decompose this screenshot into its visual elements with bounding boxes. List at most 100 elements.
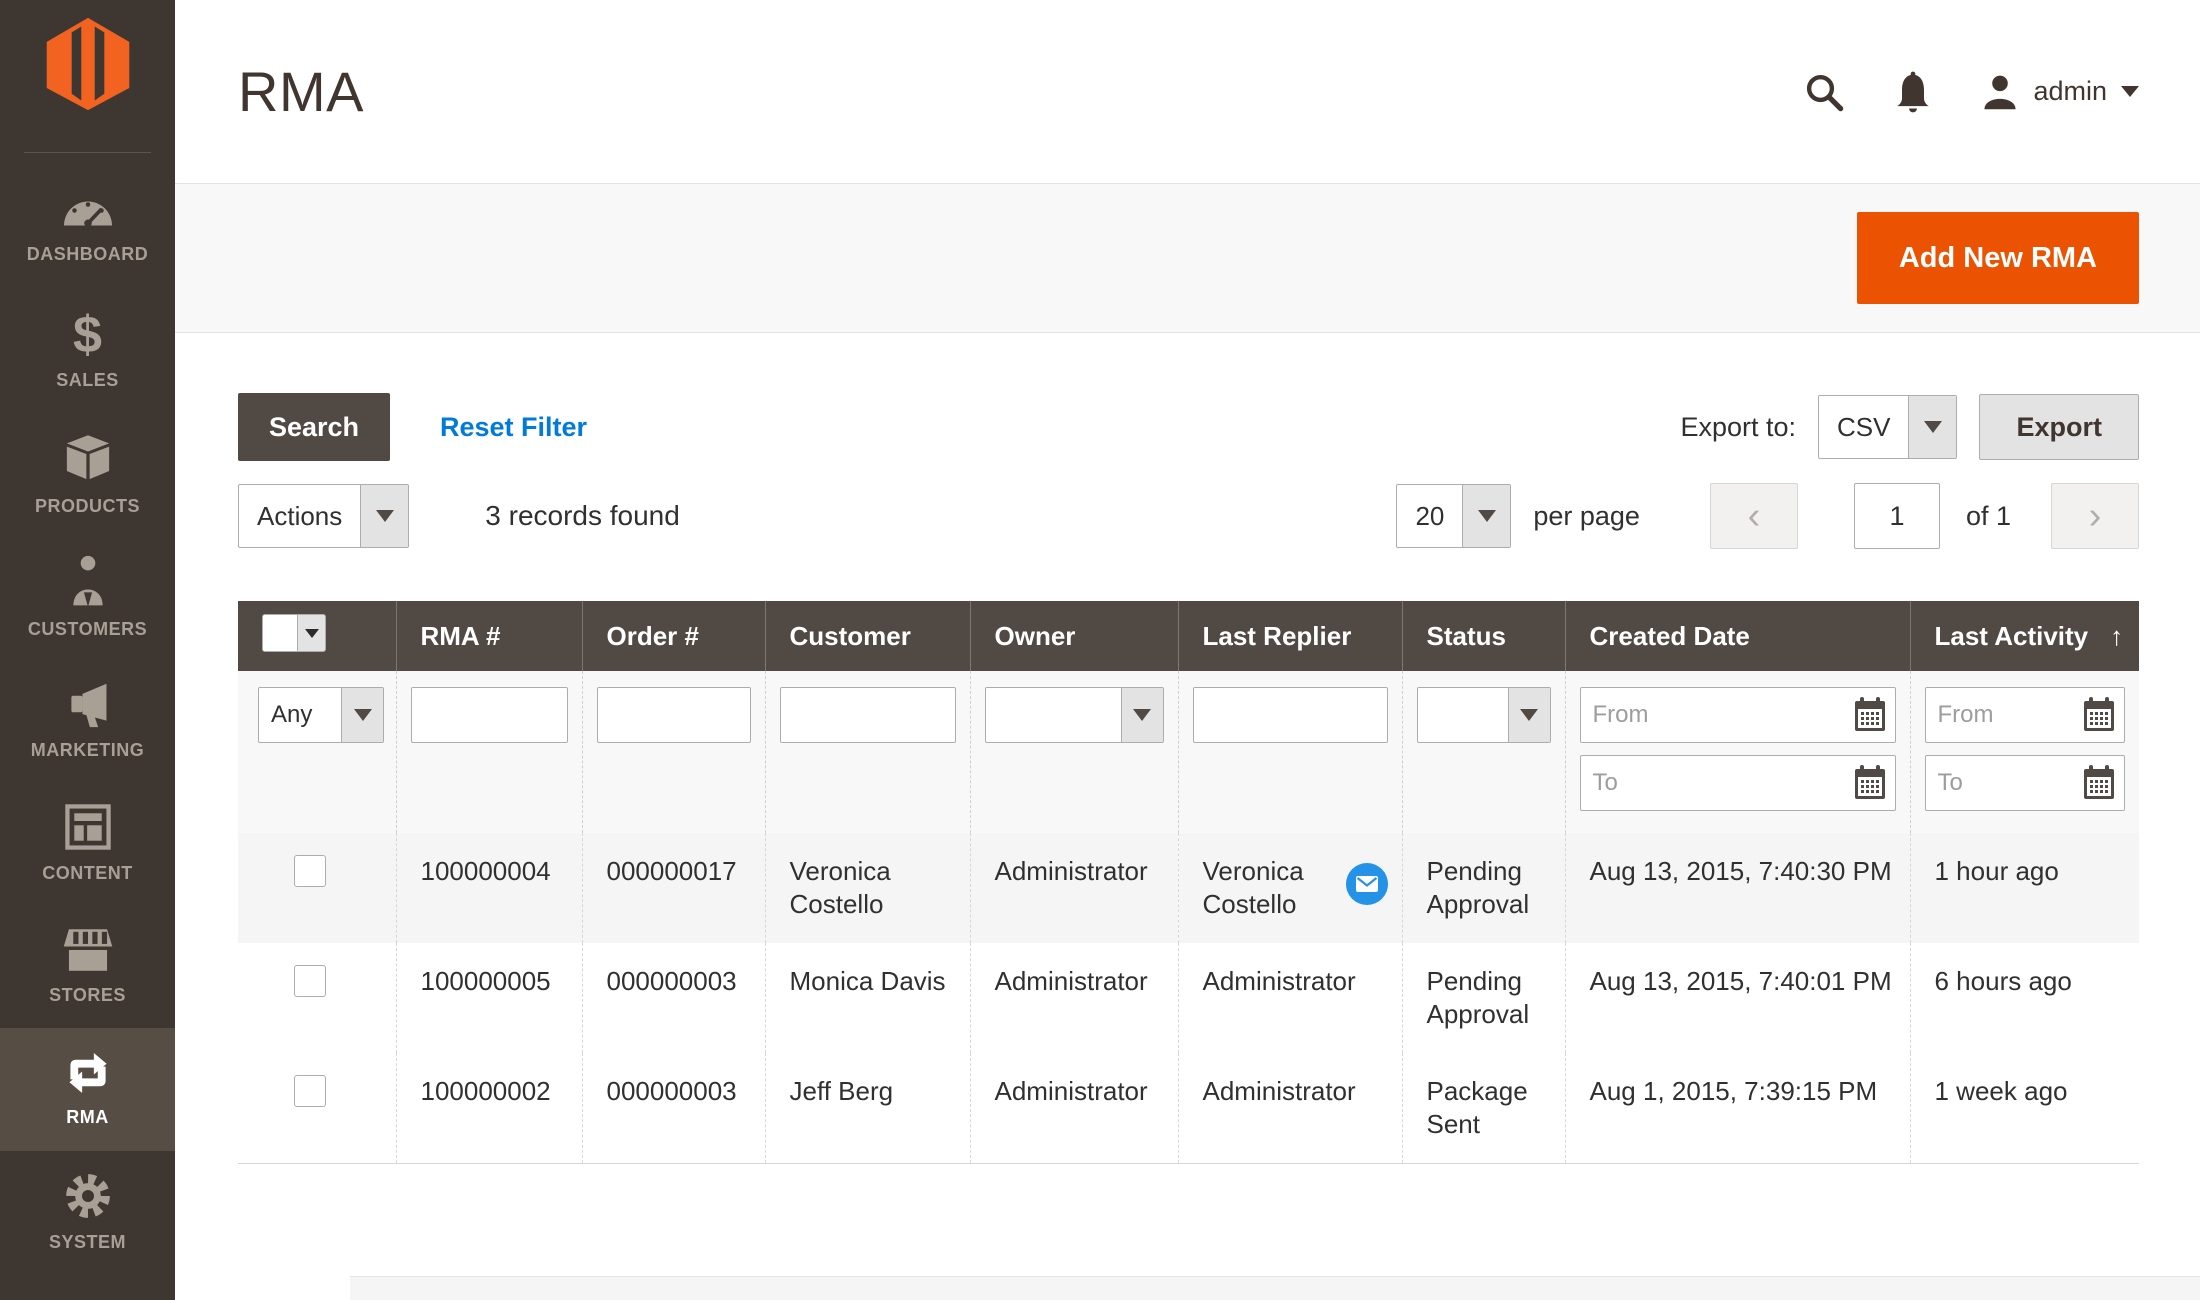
calendar-icon[interactable] (2082, 697, 2116, 738)
cell-last-replier: Veronica Costello (1177, 833, 1402, 943)
sidebar-menu: DASHBOARD $ SALES PRODUCTS (0, 0, 175, 1300)
column-header-owner[interactable]: Owner (969, 601, 1178, 671)
unread-message-icon (1345, 863, 1388, 905)
row-checkbox[interactable] (294, 965, 326, 997)
last-replier-name: Veronica Costello (1202, 856, 1304, 919)
grid-row-1[interactable]: 100000004 000000017 Veronica Costello Ad… (238, 833, 2139, 943)
sidebar-item-label: SYSTEM (48, 1232, 126, 1252)
per-page-label: per page (1533, 500, 1640, 531)
export-format-select[interactable]: CSV (1818, 395, 1958, 459)
per-page-select[interactable]: 20 (1396, 484, 1512, 548)
search-export-row: Search Reset Filter Export to: CSV Expor… (238, 393, 2139, 461)
sidebar-item-dashboard[interactable]: DASHBOARD (0, 167, 175, 290)
chevron-down-icon (1120, 688, 1163, 742)
previous-page-button[interactable]: ‹ (1709, 483, 1798, 549)
calendar-icon[interactable] (1853, 765, 1887, 806)
cell-last-activity: 1 week ago (1909, 1053, 2139, 1164)
box-icon (62, 432, 114, 484)
calendar-icon[interactable] (1853, 697, 1887, 738)
sidebar-item-marketing[interactable]: MARKETING (0, 659, 175, 782)
any-filter-select[interactable]: Any (258, 687, 384, 743)
notification-bell-icon[interactable] (1893, 70, 1933, 114)
export-to-label: Export to: (1680, 411, 1797, 442)
sidebar-item-stores[interactable]: STORES (0, 905, 175, 1028)
cell-last-replier: Administrator (1177, 1053, 1402, 1164)
megaphone-icon (63, 680, 113, 728)
sidebar-item-sales[interactable]: $ SALES (0, 290, 175, 413)
admin-account-menu[interactable]: admin (1981, 73, 2139, 111)
cell-created-date: Aug 13, 2015, 7:40:01 PM (1564, 943, 1910, 1053)
created-date-to-input[interactable] (1579, 755, 1896, 811)
cell-status: Package Sent (1401, 1053, 1565, 1164)
repeat-icon (62, 1051, 114, 1095)
actions-pagination-row: Actions 3 records found 20 per page ‹ of… (238, 483, 2139, 549)
add-new-rma-button[interactable]: Add New RMA (1856, 212, 2139, 304)
calendar-icon[interactable] (2082, 765, 2116, 806)
order-filter-input[interactable] (596, 687, 751, 743)
mass-actions-select[interactable]: Actions (238, 484, 410, 548)
sidebar-item-content[interactable]: CONTENT (0, 782, 175, 905)
export-button[interactable]: Export (1979, 394, 2139, 460)
cell-created-date: Aug 13, 2015, 7:40:30 PM (1564, 833, 1910, 943)
status-filter-select[interactable] (1416, 687, 1551, 743)
sidebar-item-customers[interactable]: CUSTOMERS (0, 536, 175, 659)
sidebar-item-system[interactable]: SYSTEM (0, 1151, 175, 1274)
magento-logo-icon (46, 17, 129, 111)
layout-icon (64, 803, 112, 851)
sidebar-item-label: CUSTOMERS (27, 619, 148, 639)
cell-owner: Administrator (969, 833, 1178, 943)
gear-icon (64, 1172, 112, 1220)
mass-actions-value: Actions (257, 500, 343, 531)
last-replier-filter-input[interactable] (1192, 687, 1388, 743)
cell-last-replier: Administrator (1177, 943, 1402, 1053)
rma-filter-input[interactable] (410, 687, 568, 743)
sidebar-item-label: RMA (66, 1107, 109, 1127)
page-actions-toolbar: Add New RMA (175, 184, 2200, 333)
page-number-input[interactable] (1853, 483, 1940, 549)
column-header-rma[interactable]: RMA # (395, 601, 582, 671)
cell-rma: 100000005 (395, 943, 582, 1053)
customer-filter-input[interactable] (779, 687, 956, 743)
chevron-down-icon (1507, 688, 1550, 742)
magento-logo[interactable] (0, 0, 175, 112)
grid-row-2[interactable]: 100000005 000000003 Monica Davis Adminis… (238, 943, 2139, 1053)
cell-customer: Monica Davis (764, 943, 970, 1053)
cell-order: 000000003 (581, 1053, 765, 1164)
chevron-down-icon (297, 615, 325, 651)
page-footer (350, 1276, 2200, 1300)
reset-filter-link[interactable]: Reset Filter (440, 411, 588, 442)
column-header-created-date[interactable]: Created Date (1564, 601, 1910, 671)
created-date-from-input[interactable] (1579, 687, 1896, 743)
sidebar-item-products[interactable]: PRODUCTS (0, 413, 175, 536)
storefront-icon (62, 927, 114, 973)
row-checkbox[interactable] (294, 1075, 326, 1107)
cell-rma: 100000002 (395, 1053, 582, 1164)
sidebar-item-label: PRODUCTS (34, 496, 140, 516)
row-checkbox[interactable] (294, 855, 326, 887)
chevron-down-icon (341, 688, 383, 742)
column-header-customer[interactable]: Customer (764, 601, 970, 671)
owner-filter-select[interactable] (984, 687, 1164, 743)
grid-row-3[interactable]: 100000002 000000003 Jeff Berg Administra… (238, 1053, 2139, 1164)
page-header: RMA admin (175, 0, 2200, 184)
column-header-order[interactable]: Order # (581, 601, 765, 671)
search-icon[interactable] (1803, 71, 1845, 113)
sidebar-item-label: DASHBOARD (26, 244, 149, 264)
column-header-last-activity[interactable]: Last Activity ↑ (1909, 601, 2139, 671)
grid-header-row: RMA # Order # Customer Owner Last Replie… (238, 601, 2139, 671)
select-all-header (238, 601, 396, 671)
search-button[interactable]: Search (238, 393, 390, 461)
rma-grid: RMA # Order # Customer Owner Last Replie… (238, 601, 2139, 1164)
sidebar-item-label: STORES (49, 985, 126, 1005)
sidebar-item-label: CONTENT (42, 863, 133, 883)
dollar-icon: $ (73, 306, 102, 364)
grid-filter-row: Any (238, 671, 2139, 833)
column-header-last-replier[interactable]: Last Replier (1177, 601, 1402, 671)
main-content: RMA admin (175, 0, 2200, 1300)
select-all-dropdown[interactable] (262, 614, 326, 652)
column-header-status[interactable]: Status (1401, 601, 1565, 671)
sidebar-item-rma[interactable]: RMA (0, 1028, 175, 1151)
column-header-label: Last Activity (1934, 620, 2089, 651)
next-page-button[interactable]: › (2051, 483, 2139, 549)
cell-owner: Administrator (969, 943, 1178, 1053)
